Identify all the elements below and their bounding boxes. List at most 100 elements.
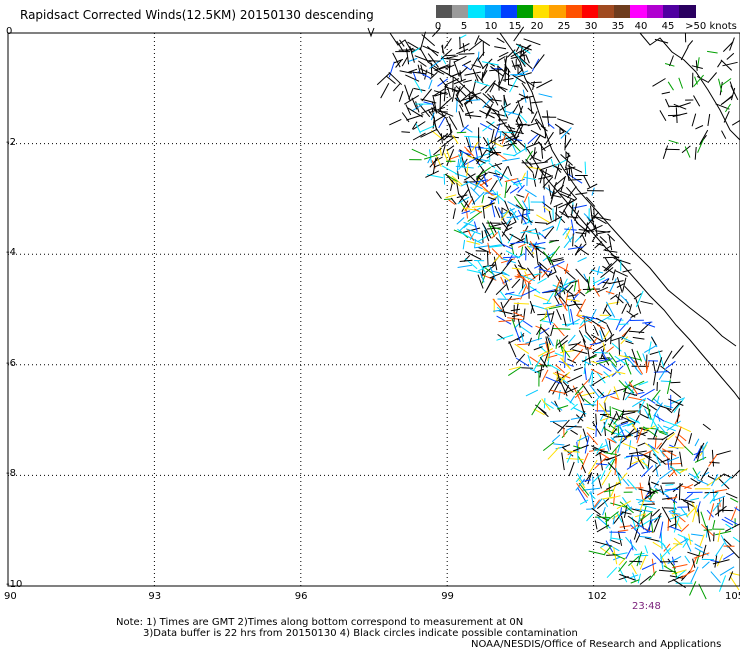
wind-barb	[653, 515, 661, 533]
wind-barb	[659, 469, 673, 480]
wind-barb	[452, 208, 456, 220]
wind-barb	[467, 229, 475, 242]
wind-barb	[620, 336, 628, 345]
wind-barb	[437, 109, 454, 117]
wind-barb	[493, 174, 503, 179]
wind-barb	[488, 245, 503, 248]
wind-barb	[423, 101, 434, 105]
wind-barb	[477, 246, 492, 254]
wind-barb	[575, 192, 588, 195]
wind-barb	[594, 352, 608, 354]
wind-barb	[559, 377, 569, 385]
wind-barb	[621, 336, 633, 343]
malay-peninsula-coast	[639, 32, 740, 141]
wind-barb	[463, 219, 474, 229]
wind-barb	[694, 543, 703, 549]
wind-barb	[516, 194, 525, 198]
wind-barb	[628, 381, 639, 395]
wind-barb	[536, 214, 551, 224]
wind-barb	[538, 345, 548, 353]
colorbar-label: >50 knots	[685, 21, 737, 32]
wind-barb	[602, 498, 609, 508]
wind-barb	[477, 172, 489, 178]
wind-barb	[615, 295, 624, 304]
wind-barb	[665, 463, 682, 465]
wind-barb	[577, 257, 587, 263]
wind-barb	[519, 56, 533, 70]
wind-barb	[598, 363, 612, 372]
wind-barb	[644, 408, 651, 420]
wind-barb	[594, 498, 603, 509]
wind-barb	[567, 358, 577, 364]
wind-barb	[659, 521, 664, 539]
wind-barb	[527, 212, 530, 224]
wind-barb	[596, 472, 602, 489]
colorbar-swatch	[630, 5, 648, 18]
wind-barb	[613, 556, 621, 561]
wind-barb	[445, 78, 460, 86]
wind-barb	[618, 560, 628, 573]
wind-barb	[405, 104, 412, 116]
wind-barb	[475, 169, 485, 180]
lat-tick-label: -6	[6, 357, 16, 369]
wind-barb	[456, 84, 466, 95]
wind-barb	[718, 575, 727, 592]
wind-barb	[588, 550, 606, 556]
wind-barb	[648, 482, 651, 491]
wind-barb	[552, 328, 571, 330]
wind-barb	[495, 169, 510, 180]
wind-barb	[570, 167, 574, 179]
wind-barb	[517, 332, 525, 341]
wind-barb	[731, 119, 740, 126]
wind-barb	[713, 532, 715, 542]
wind-barb	[586, 278, 591, 292]
wind-barb	[721, 130, 727, 139]
wind-barb	[594, 216, 612, 221]
wind-barb	[652, 453, 666, 465]
wind-barb	[628, 385, 644, 392]
wind-barb	[694, 456, 707, 463]
wind-barb	[670, 381, 681, 384]
wind-barb	[596, 286, 609, 293]
wind-barb	[527, 354, 532, 366]
wind-barb	[440, 133, 443, 144]
wind-barb	[651, 481, 659, 486]
wind-barb	[405, 74, 420, 82]
wind-barb	[462, 239, 466, 250]
wind-barb	[488, 162, 496, 169]
wind-barb	[464, 103, 472, 119]
wind-barb	[422, 45, 439, 54]
wind-barb	[671, 569, 687, 575]
wind-barb	[602, 507, 606, 516]
wind-barb	[554, 352, 564, 357]
wind-barb	[645, 360, 648, 372]
wind-barb	[552, 284, 565, 290]
wind-barb	[540, 169, 553, 177]
wind-barb	[453, 55, 467, 63]
wind-barb	[561, 430, 568, 439]
wind-barb	[693, 74, 704, 87]
wind-barb	[668, 468, 677, 478]
wind-barb	[438, 65, 451, 70]
wind-barb	[432, 114, 447, 123]
wind-barb	[538, 261, 548, 271]
wind-barb	[587, 347, 591, 364]
wind-barb	[571, 204, 574, 216]
wind-barb	[669, 544, 678, 552]
java-coast	[707, 469, 740, 481]
wind-barb	[399, 70, 412, 74]
wind-barb	[459, 36, 461, 49]
wind-barb	[524, 246, 535, 259]
wind-barb	[647, 489, 661, 494]
wind-barb	[615, 357, 629, 363]
wind-barb	[472, 68, 479, 82]
plot-frame	[7, 32, 740, 587]
wind-barb	[435, 191, 442, 199]
wind-barb	[560, 176, 566, 192]
wind-barb	[516, 302, 519, 314]
wind-barb	[413, 87, 426, 92]
wind-barb	[600, 496, 613, 500]
wind-barb	[484, 229, 490, 242]
wind-barb	[590, 269, 604, 274]
wind-barb	[654, 436, 657, 448]
